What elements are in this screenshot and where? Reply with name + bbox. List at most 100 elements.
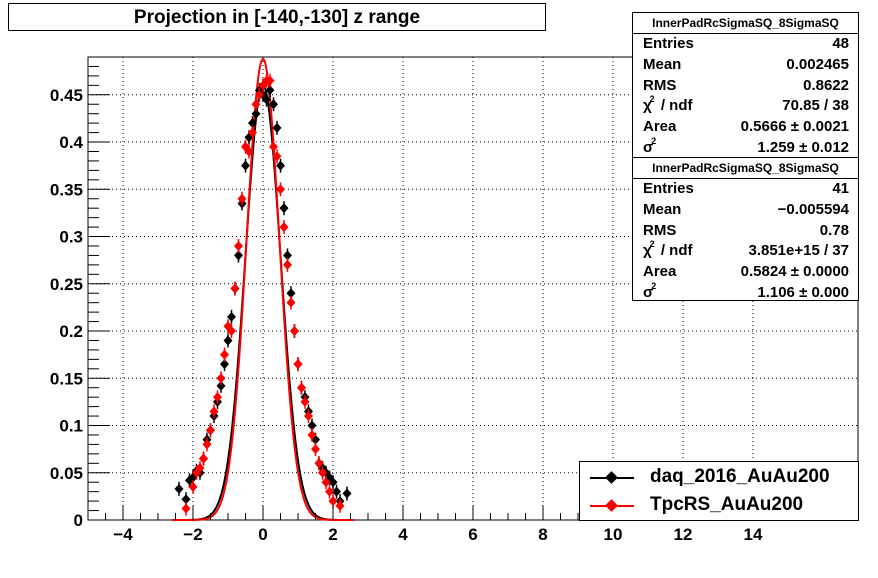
data-point: [325, 486, 334, 497]
data-point: [188, 481, 198, 492]
data-point: [195, 463, 205, 474]
x-tick-label: −2: [183, 525, 202, 544]
stats-row: Area 0.5666 ± 0.0021: [633, 117, 858, 138]
legend-marker: [605, 499, 618, 512]
stats-box-tpcrs: InnerPadRcSigmaSQ_8SigmaSQ Entries 41 Mean…: [632, 157, 859, 301]
tick-labels: −4 −2 0 2 4 6 8 10 12 14 0 0.05 0.1 0.15 0.2 0.25 0.3 0.3…: [50, 86, 763, 544]
stats-label: Mean: [643, 200, 682, 218]
legend-label: TpcRS_AuAu200: [650, 494, 804, 515]
fit-curve: [172, 84, 354, 521]
data-point: [279, 203, 289, 214]
data-point: [174, 483, 184, 494]
data-point: [342, 488, 352, 499]
stats-label: Entries: [643, 180, 694, 197]
data-point: [265, 75, 275, 86]
data-point: [321, 477, 331, 488]
stats-row: RMS 0.8622: [633, 76, 858, 97]
x-tick-label: 14: [744, 525, 763, 544]
stats-label: Area: [643, 263, 677, 281]
x-tick-label: 10: [604, 525, 623, 544]
stats-row: Area 0.5824 ± 0.0000: [633, 262, 858, 283]
stats-label: σ2: [643, 135, 657, 156]
data-point: [223, 335, 233, 346]
data-point: [272, 122, 282, 133]
data-point: [328, 477, 338, 488]
stats-label: Mean: [643, 55, 682, 73]
stats-value: 0.002465: [786, 55, 849, 73]
data-point: [227, 326, 236, 337]
y-tick-label: 0.1: [59, 417, 83, 436]
stats-box-title: InnerPadRcSigmaSQ_8SigmaSQ: [633, 13, 858, 34]
stats-label: RMS: [643, 76, 677, 94]
x-tick-label: 2: [328, 525, 337, 544]
data-point: [314, 458, 324, 469]
data-point: [290, 326, 299, 337]
data-point: [328, 496, 338, 507]
y-tick-label: 0.4: [59, 133, 83, 152]
stats-value: −0.005594: [777, 200, 849, 218]
data-point: [335, 500, 345, 511]
y-tick-label: 0: [74, 511, 83, 530]
stats-row: χ2 / ndf 3.851e+15 / 37: [633, 239, 858, 262]
data-point: [286, 297, 296, 308]
data-point: [251, 99, 261, 110]
legend-entry-daq: daq_2016_AuAu200: [580, 464, 858, 492]
data-point: [202, 439, 212, 450]
stats-box-daq: InnerPadRcSigmaSQ_8SigmaSQ Entries 48 Mean…: [632, 12, 859, 158]
x-tick-label: 0: [258, 525, 267, 544]
data-point: [286, 288, 296, 299]
data-point: [279, 222, 289, 233]
data-point: [307, 429, 317, 440]
y-tick-label: 0.3: [59, 228, 83, 247]
stats-value: 1.106 ± 0.000: [757, 283, 849, 301]
data-point: [206, 425, 215, 436]
y-tick-label: 0.35: [50, 180, 83, 199]
stats-value: 41: [832, 180, 849, 197]
stats-label: χ2 / ndf: [643, 239, 693, 260]
stats-row: σ2 1.259 ± 0.012: [633, 135, 858, 159]
data-point: [244, 146, 254, 157]
stats-row: Entries 41: [633, 179, 858, 200]
stats-label: RMS: [643, 221, 677, 239]
data-point: [269, 141, 278, 152]
data-point: [293, 359, 303, 370]
data-point: [220, 349, 229, 360]
stats-row: RMS 0.78: [633, 221, 858, 242]
data-point: [209, 406, 219, 417]
stats-value: 0.5824 ± 0.0000: [740, 263, 849, 281]
data-point: [234, 240, 243, 251]
data-point: [248, 118, 257, 129]
y-tick-label: 0.05: [50, 464, 83, 483]
data-point: [262, 94, 271, 105]
data-point: [220, 359, 229, 370]
data-point: [181, 494, 191, 505]
axis-ticks: [87, 65, 859, 521]
x-tick-label: 12: [674, 525, 693, 544]
data-point: [248, 127, 257, 138]
legend-label: daq_2016_AuAu200: [650, 466, 830, 487]
data-point: [265, 85, 275, 96]
stats-value: 1.259 ± 0.012: [757, 138, 849, 156]
stats-label: Area: [643, 118, 677, 136]
data-point: [237, 193, 247, 204]
data-point: [227, 311, 236, 322]
stats-label: χ2 / ndf: [643, 94, 693, 115]
data-point: [297, 382, 306, 393]
data-point: [251, 108, 261, 119]
stats-row: Mean 0.002465: [633, 55, 858, 76]
data-point: [199, 453, 208, 464]
data-point: [300, 396, 310, 407]
legend-marker: [605, 471, 618, 484]
stats-row: σ2 1.106 ± 0.000: [633, 281, 858, 304]
data-point: [304, 411, 313, 422]
x-tick-label: −4: [113, 525, 133, 544]
data-points: [174, 73, 352, 516]
y-tick-label: 0.15: [50, 369, 83, 388]
data-point: [241, 160, 250, 171]
data-point: [216, 373, 226, 384]
y-tick-label: 0.25: [50, 275, 83, 294]
data-point: [311, 444, 320, 455]
x-tick-label: 6: [468, 525, 477, 544]
stats-value: 3.851e+15 / 37: [748, 242, 849, 260]
